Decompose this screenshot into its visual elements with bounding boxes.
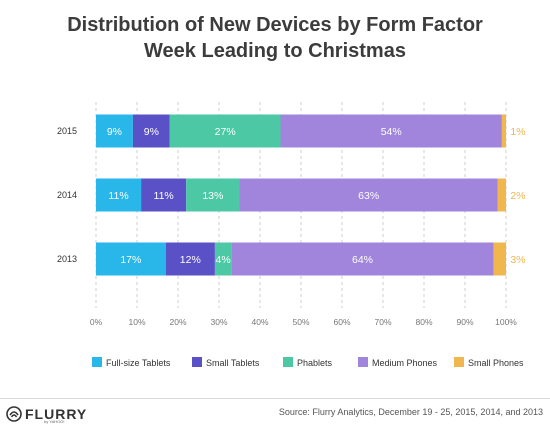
bar-2014-phablets	[186, 178, 240, 212]
bar-2014-full-size-tablets	[96, 178, 142, 212]
bar-2013-medium-phones	[231, 242, 494, 276]
x-tick-label: 20%	[169, 317, 186, 327]
flurry-logo-icon	[6, 406, 22, 422]
bar-2015-small-tablets	[132, 114, 170, 148]
data-label: 27%	[215, 126, 236, 138]
x-tick-label: 60%	[333, 317, 350, 327]
legend-swatch-small-phones	[454, 357, 464, 367]
bar-2014-small-tablets	[141, 178, 187, 212]
data-label: 13%	[202, 190, 223, 202]
flurry-logo-subtext: by YAHOO!	[44, 419, 65, 424]
data-label: 11%	[108, 190, 128, 202]
bar-2015-phablets	[169, 114, 281, 148]
x-tick-label: 90%	[456, 317, 473, 327]
data-label: 3%	[510, 254, 525, 266]
legend-label: Full-size Tablets	[106, 358, 171, 368]
category-label-2014: 2014	[57, 190, 77, 200]
data-label: 64%	[352, 254, 373, 266]
chart-title-line-1: Distribution of New Devices by Form Fact…	[67, 14, 483, 36]
legend-swatch-full-size-tablets	[92, 357, 102, 367]
category-label-2015: 2015	[57, 126, 77, 136]
data-label: 4%	[216, 254, 231, 266]
bar-2013-full-size-tablets	[96, 242, 166, 276]
legend-swatch-small-tablets	[192, 357, 202, 367]
x-tick-label: 30%	[210, 317, 227, 327]
x-tick-label: 10%	[128, 317, 145, 327]
flurry-logo-text: FLURRY	[25, 406, 88, 422]
data-label: 2%	[510, 190, 525, 202]
bar-2014-small-phones	[497, 178, 506, 212]
data-label: 9%	[107, 126, 122, 138]
flurry-logo: FLURRY by YAHOO!	[6, 404, 87, 424]
x-tick-label: 50%	[292, 317, 309, 327]
stacked-bar-chart: 0% 10% 20% 30% 40% 50% 60% 70% 80% 90% 100% 2015 9% 9…	[57, 102, 526, 368]
data-label: 63%	[358, 190, 379, 202]
x-tick-label: 100%	[495, 317, 517, 327]
bar-2013-small-tablets	[165, 242, 215, 276]
legend-swatch-phablets	[283, 357, 293, 367]
bar-2014-medium-phones	[239, 178, 498, 212]
legend-label: Small Phones	[468, 358, 524, 368]
data-label: 17%	[120, 254, 141, 266]
x-tick-label: 40%	[251, 317, 268, 327]
x-tick-label: 70%	[374, 317, 391, 327]
category-label-2013: 2013	[57, 254, 77, 264]
bar-2015-medium-phones	[280, 114, 502, 148]
data-label: 12%	[180, 254, 201, 266]
bar-2015-small-phones	[501, 114, 506, 148]
data-label: 54%	[381, 126, 402, 138]
data-label: 1%	[510, 126, 525, 138]
source-note: Source: Flurry Analytics, December 19 - …	[278, 407, 543, 417]
data-label: 9%	[144, 126, 159, 138]
legend-label: Medium Phones	[372, 358, 438, 368]
legend-label: Phablets	[297, 358, 333, 368]
chart-title: Distribution of New Devices by Form Fact…	[0, 12, 550, 64]
x-tick-label: 0%	[90, 317, 103, 327]
legend-swatch-medium-phones	[358, 357, 368, 367]
footer-divider	[0, 398, 550, 399]
bar-2013-small-phones	[493, 242, 506, 276]
x-tick-label: 80%	[415, 317, 432, 327]
legend-label: Small Tablets	[206, 358, 260, 368]
data-label: 11%	[154, 190, 174, 202]
bar-2013-phablets	[214, 242, 232, 276]
bar-2015-full-size-tablets	[96, 114, 133, 148]
chart-title-line-2: Week Leading to Christmas	[144, 40, 406, 62]
